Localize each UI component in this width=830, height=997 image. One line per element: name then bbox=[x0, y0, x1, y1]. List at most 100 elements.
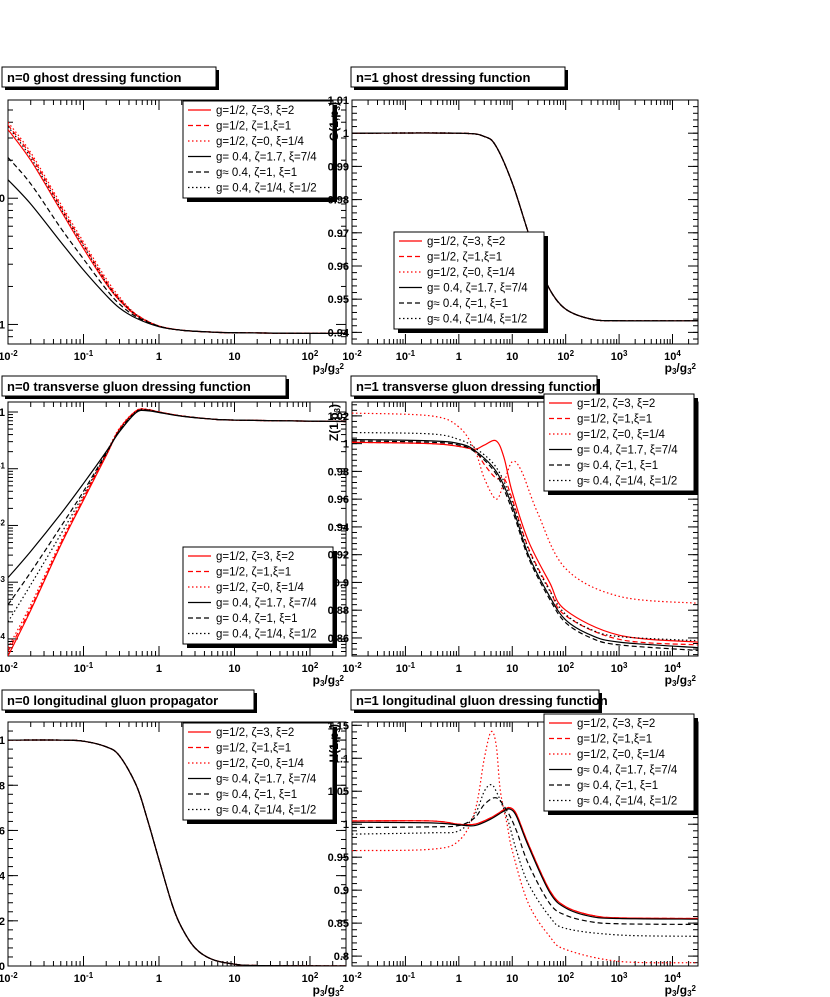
y-tick-label: 0.4 bbox=[0, 871, 6, 883]
series-line-4 bbox=[352, 808, 698, 920]
legend-entry: g=1/2, ζ=1,ξ=1 bbox=[216, 121, 291, 133]
legend-entry: g= 0.4, ζ=1.7, ξ=7/4 bbox=[216, 152, 317, 164]
x-tick-label: 103 bbox=[611, 661, 628, 676]
legend-entry: g= 0.4, ζ=1/4, ξ=1/2 bbox=[216, 629, 317, 641]
y-tick-label: 1 bbox=[0, 407, 5, 419]
x-axis-title: p3/g32 bbox=[313, 673, 345, 688]
series-line-5 bbox=[352, 797, 698, 926]
title-box bbox=[350, 375, 598, 397]
legend-entry: g≈ 0.4, ζ=1, ξ=1 bbox=[577, 780, 658, 792]
legend-box bbox=[543, 393, 695, 492]
y-tick-label: 0 bbox=[0, 961, 5, 973]
x-tick-label: 1 bbox=[456, 973, 462, 985]
panel-p3: n=0 transverse gluon dressing function10… bbox=[0, 375, 347, 688]
legend-entry: g=1/2, ζ=3, ξ=2 bbox=[427, 236, 505, 248]
title-box bbox=[1, 375, 287, 397]
legend: g=1/2, ζ=3, ξ=2 g=1/2, ζ=1,ξ=1 g=1/2, ζ=0,… bbox=[182, 722, 337, 824]
x-tick-label: 1 bbox=[456, 663, 462, 675]
legend: g=1/2, ζ=3, ξ=2 g=1/2, ζ=1,ξ=1 g=1/2, ζ=0,… bbox=[393, 231, 548, 333]
panel-title: n=0 longitudinal gluon propagator bbox=[7, 693, 218, 708]
legend-entry: g≈ 0.4, ζ=1, ξ=1 bbox=[216, 789, 297, 801]
y-tick-label: 10 bbox=[0, 193, 5, 205]
series-line-2 bbox=[352, 441, 698, 646]
legend-entry: g=1/2, ζ=0, ξ=1/4 bbox=[427, 267, 516, 279]
panel-title: n=1 longitudinal gluon dressing function bbox=[356, 693, 608, 708]
x-tick-label: 103 bbox=[611, 349, 628, 364]
legend-entry: g≈ 0.4, ζ=1/4, ξ=1/2 bbox=[216, 805, 316, 817]
y-tick-label: 0.99 bbox=[328, 161, 349, 173]
x-tick-label: 10-1 bbox=[396, 661, 416, 676]
legend-entry: g≈ 0.4, ζ=1.7, ξ=7/4 bbox=[216, 774, 317, 786]
y-tick-label: 0.94 bbox=[328, 522, 350, 534]
legend-entry: g= 0.4, ζ=1, ξ=1 bbox=[216, 613, 298, 625]
y-tick-label: 10-4 bbox=[0, 631, 6, 646]
series-line-2 bbox=[352, 806, 698, 920]
legend-entry: g≈ 0.4, ζ=1, ξ=1 bbox=[216, 167, 297, 179]
legend-entry: g≈ 0.4, ζ=1, ξ=1 bbox=[427, 298, 508, 310]
legend-entry: g=1/2, ζ=1,ξ=1 bbox=[427, 252, 502, 264]
legend-box bbox=[182, 100, 334, 199]
legend-entry: g=1/2, ζ=1,ξ=1 bbox=[216, 743, 291, 755]
x-tick-label: 104 bbox=[664, 349, 681, 364]
y-tick-label: 0.9 bbox=[334, 885, 349, 897]
legend-entry: g=1/2, ζ=3, ξ=2 bbox=[216, 551, 294, 563]
y-tick-label: 0.95 bbox=[328, 852, 349, 864]
x-tick-label: 104 bbox=[664, 661, 681, 676]
y-tick-label: 0.2 bbox=[0, 916, 5, 928]
series-line-5 bbox=[8, 157, 346, 335]
legend-entry: g≈ 0.4, ζ=1.7, ξ=7/4 bbox=[577, 765, 678, 777]
panel-title: n=1 ghost dressing function bbox=[356, 70, 530, 85]
series-line-6 bbox=[8, 126, 346, 335]
x-tick-label: 104 bbox=[664, 971, 681, 986]
y-tick-label: 0.88 bbox=[328, 605, 349, 617]
legend-entry: g=1/2, ζ=1,ξ=1 bbox=[577, 734, 652, 746]
x-tick-label: 10 bbox=[228, 351, 240, 363]
y-tick-label: 0.96 bbox=[328, 261, 349, 273]
x-tick-label: 10-2 bbox=[0, 349, 18, 364]
panel-p5: n=0 longitudinal gluon propagator 10-2 10-… bbox=[0, 689, 347, 997]
x-tick-label: 1 bbox=[156, 351, 162, 363]
panel-p6: n=1 longitudinal gluon dressing function… bbox=[327, 689, 699, 997]
legend-entry: g=1/2, ζ=3, ξ=2 bbox=[216, 727, 294, 739]
title-box bbox=[350, 689, 600, 711]
y-axis-title: G(1,p3) bbox=[327, 102, 342, 141]
panel-p4: n=1 transverse gluon dressing function10… bbox=[327, 375, 699, 688]
legend-entry: g=1/2, ζ=0, ξ=1/4 bbox=[577, 749, 666, 761]
legend-entry: g=1/2, ζ=3, ξ=2 bbox=[577, 718, 655, 730]
x-tick-label: 102 bbox=[557, 661, 574, 676]
legend-entry: g= 0.4, ζ=1.7, ξ=7/4 bbox=[427, 283, 528, 295]
y-tick-label: 0.97 bbox=[328, 228, 349, 240]
title-box bbox=[1, 689, 255, 711]
series-line-6 bbox=[8, 739, 346, 966]
x-tick-label: 10-1 bbox=[396, 971, 416, 986]
legend: g=1/2, ζ=3, ξ=2 g=1/2, ζ=1,ξ=1 g=1/2, ζ=0,… bbox=[182, 546, 337, 648]
x-tick-label: 10-1 bbox=[74, 349, 94, 364]
y-tick-label: 1 bbox=[0, 319, 5, 331]
panel-title: n=0 ghost dressing function bbox=[7, 70, 181, 85]
y-tick-label: 1.01 bbox=[328, 95, 349, 107]
x-tick-label: 10-2 bbox=[342, 349, 362, 364]
series-group bbox=[352, 412, 698, 652]
y-tick-label: 1.1 bbox=[334, 753, 349, 765]
series-group bbox=[352, 730, 698, 964]
y-tick-label: 0.9 bbox=[334, 577, 349, 589]
series-line-6 bbox=[352, 431, 698, 642]
legend-entry: g≈ 0.4, ζ=1, ξ=1 bbox=[577, 460, 658, 472]
title-box bbox=[350, 66, 566, 88]
y-tick-label: 0.96 bbox=[328, 494, 349, 506]
series-line-3 bbox=[352, 730, 698, 964]
legend-box bbox=[393, 231, 545, 330]
legend: g=1/2, ζ=3, ξ=2 g=1/2, ζ=1,ξ=1 g=1/2, ζ=0,… bbox=[543, 393, 698, 495]
title-box bbox=[1, 66, 217, 88]
legend-box bbox=[543, 713, 695, 812]
x-tick-label: 102 bbox=[302, 971, 319, 986]
series-line-3 bbox=[8, 408, 346, 648]
y-tick-label: 0.8 bbox=[0, 780, 5, 792]
series-line-5 bbox=[8, 409, 346, 606]
y-tick-label: 0.98 bbox=[328, 466, 349, 478]
x-tick-label: 10 bbox=[228, 973, 240, 985]
x-tick-label: 102 bbox=[302, 661, 319, 676]
y-tick-label: 0.6 bbox=[0, 825, 5, 837]
